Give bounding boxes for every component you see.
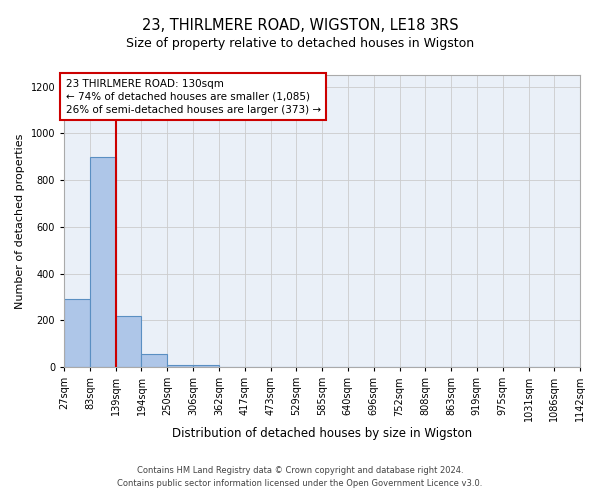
Bar xyxy=(116,316,142,367)
Text: Contains HM Land Registry data © Crown copyright and database right 2024.
Contai: Contains HM Land Registry data © Crown c… xyxy=(118,466,482,487)
Bar xyxy=(142,354,167,367)
Bar xyxy=(193,364,219,367)
X-axis label: Distribution of detached houses by size in Wigston: Distribution of detached houses by size … xyxy=(172,427,472,440)
Text: 23 THIRLMERE ROAD: 130sqm
← 74% of detached houses are smaller (1,085)
26% of se: 23 THIRLMERE ROAD: 130sqm ← 74% of detac… xyxy=(65,78,321,115)
Y-axis label: Number of detached properties: Number of detached properties xyxy=(15,134,25,308)
Bar xyxy=(64,300,90,367)
Bar xyxy=(167,364,193,367)
Text: Size of property relative to detached houses in Wigston: Size of property relative to detached ho… xyxy=(126,38,474,51)
Bar xyxy=(90,157,116,367)
Text: 23, THIRLMERE ROAD, WIGSTON, LE18 3RS: 23, THIRLMERE ROAD, WIGSTON, LE18 3RS xyxy=(142,18,458,32)
